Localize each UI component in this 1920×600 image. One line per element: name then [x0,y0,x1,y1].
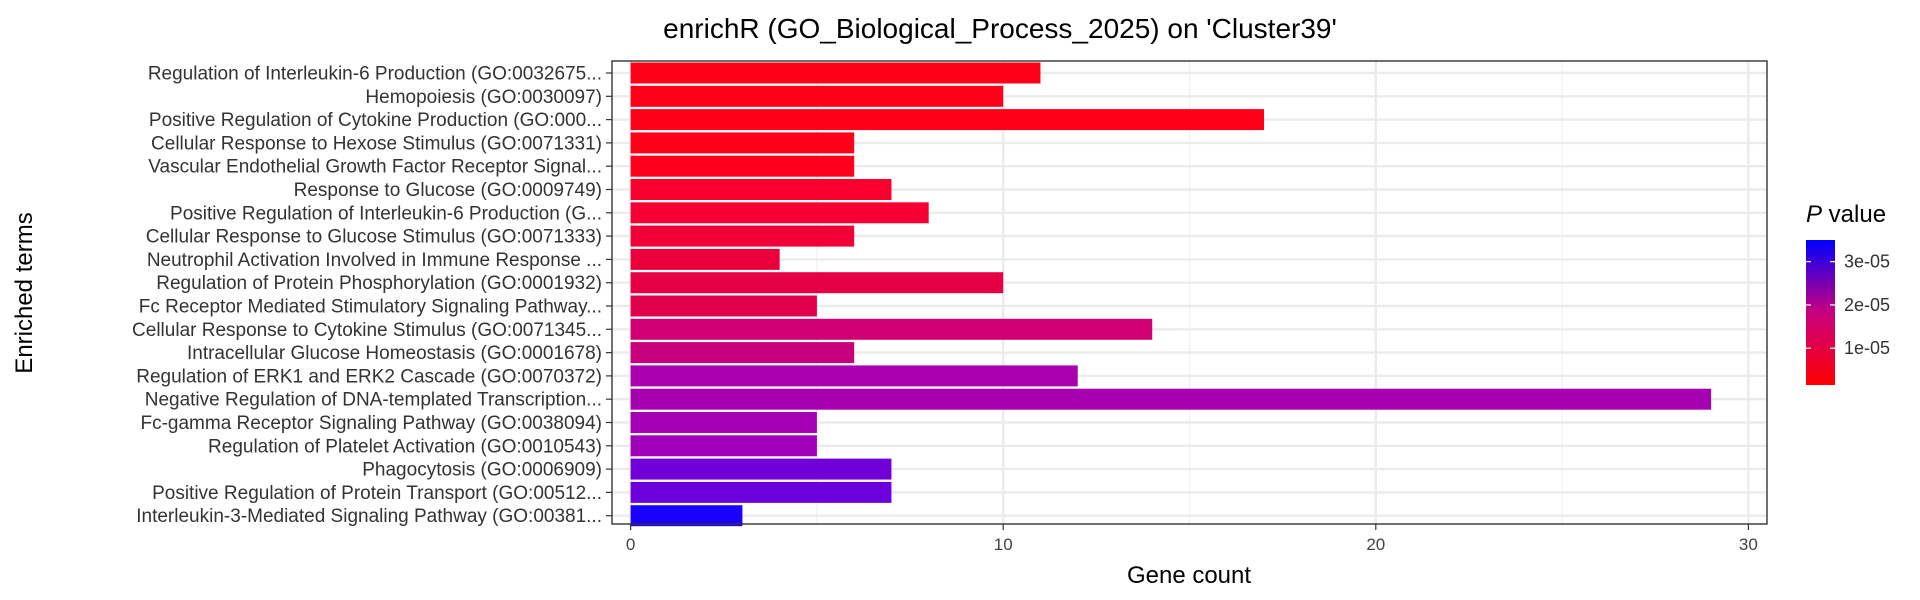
y-tick-label: Regulation of Platelet Activation (GO:00… [208,436,602,457]
y-tick-label: Fc-gamma Receptor Signaling Pathway (GO:… [140,413,602,434]
legend-title-rest: value [1822,201,1886,228]
y-tick-label: Fc Receptor Mediated Stimulatory Signali… [139,297,602,318]
y-tick-label: Response to Glucose (GO:0009749) [294,180,602,201]
legend-title-italic: P [1806,201,1822,228]
x-axis-title: Gene count [1127,562,1251,589]
bar [630,85,1004,107]
legend-ticks: 3e-05 2e-05 1e-05 [1806,252,1890,358]
y-tick-label: Vascular Endothelial Growth Factor Recep… [148,157,602,178]
y-tick-label: Intracellular Glucose Homeostasis (GO:00… [187,343,602,364]
x-tick-label: 20 [1366,535,1385,554]
bar [630,132,855,154]
y-tick-labels: Regulation of Interleukin-6 Production (… [132,64,612,527]
y-tick-label: Positive Regulation of Interleukin-6 Pro… [170,203,602,224]
x-tick-label: 0 [626,535,635,554]
bar [630,458,892,480]
bars [630,62,1712,527]
legend-tick-label: 1e-05 [1844,338,1890,358]
y-tick-label: Cellular Response to Glucose Stimulus (G… [146,227,602,248]
bar [630,505,743,527]
y-tick-label: Cellular Response to Cytokine Stimulus (… [132,320,602,341]
y-tick-label: Regulation of ERK1 and ERK2 Cascade (GO:… [136,366,602,387]
bar [630,365,1078,387]
bar [630,179,892,200]
y-tick-label: Interleukin-3-Mediated Signaling Pathway… [136,506,602,527]
y-tick-label: Neutrophil Activation Involved in Immune… [147,250,602,271]
bar [630,248,780,270]
bar [630,225,855,247]
y-tick-label: Positive Regulation of Protein Transport… [152,483,602,504]
legend-title: P value [1806,201,1886,228]
bar [630,388,1712,410]
y-tick-label: Regulation of Protein Phosphorylation (G… [156,273,602,294]
legend-colorbar [1806,240,1835,385]
bar [630,62,1041,84]
bar [630,481,892,503]
plot-border [611,60,1768,525]
x-tick-labels: 0 10 20 30 [626,524,1758,554]
legend-tick-label: 3e-05 [1844,252,1890,272]
legend-tick-label: 2e-05 [1844,295,1890,315]
y-tick-label: Regulation of Interleukin-6 Production (… [148,64,602,85]
x-tick-label: 30 [1739,535,1758,554]
chart-title: enrichR (GO_Biological_Process_2025) on … [663,13,1337,44]
bar [630,435,817,457]
bar [630,318,1153,340]
bar [630,155,855,177]
y-tick-label: Hemopoiesis (GO:0030097) [365,87,602,108]
bar [630,412,817,433]
y-tick-label: Negative Regulation of DNA-templated Tra… [145,390,602,411]
bar [630,202,929,224]
legend: P value 3e-05 2e-05 1e-05 [1806,201,1890,385]
y-tick-label: Phagocytosis (GO:0006909) [362,460,602,481]
bar [630,295,817,317]
y-tick-label: Positive Regulation of Cytokine Producti… [149,110,602,131]
x-tick-label: 10 [994,535,1013,554]
bar [630,272,1004,294]
y-tick-label: Cellular Response to Hexose Stimulus (GO… [151,133,602,154]
y-axis-title: Enriched terms [11,212,38,373]
bar [630,109,1265,131]
bar [630,342,855,364]
